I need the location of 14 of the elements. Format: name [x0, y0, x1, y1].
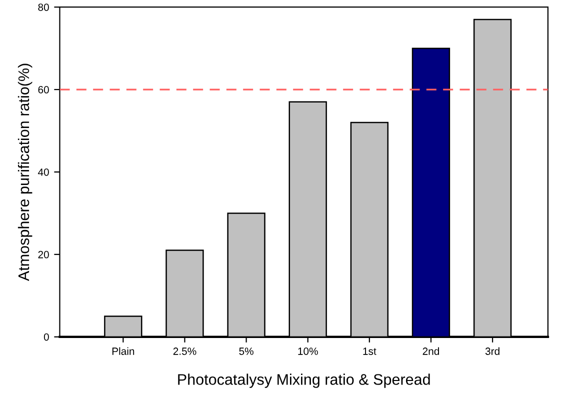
- y-tick-label: 60: [38, 86, 49, 94]
- y-tick-label: 40: [38, 168, 49, 176]
- x-tick-label: Plain: [112, 347, 134, 355]
- y-axis-title: Atmosphere purification ratio(%): [18, 64, 32, 282]
- x-tick-label: 2.5%: [173, 348, 196, 355]
- x-tick-label: 2nd: [422, 347, 439, 355]
- x-tick-label: 10%: [298, 348, 318, 355]
- x-axis-title: Photocatalysy Mixing ratio & Speread: [178, 374, 430, 388]
- y-tick-label: 0: [44, 333, 49, 341]
- y-tick-label: 80: [38, 4, 49, 11]
- y-tick-label: 20: [38, 250, 49, 258]
- x-tick-label: 1st: [363, 348, 376, 355]
- x-tick-label: 5%: [239, 348, 254, 355]
- x-tick-label: 3rd: [485, 347, 500, 355]
